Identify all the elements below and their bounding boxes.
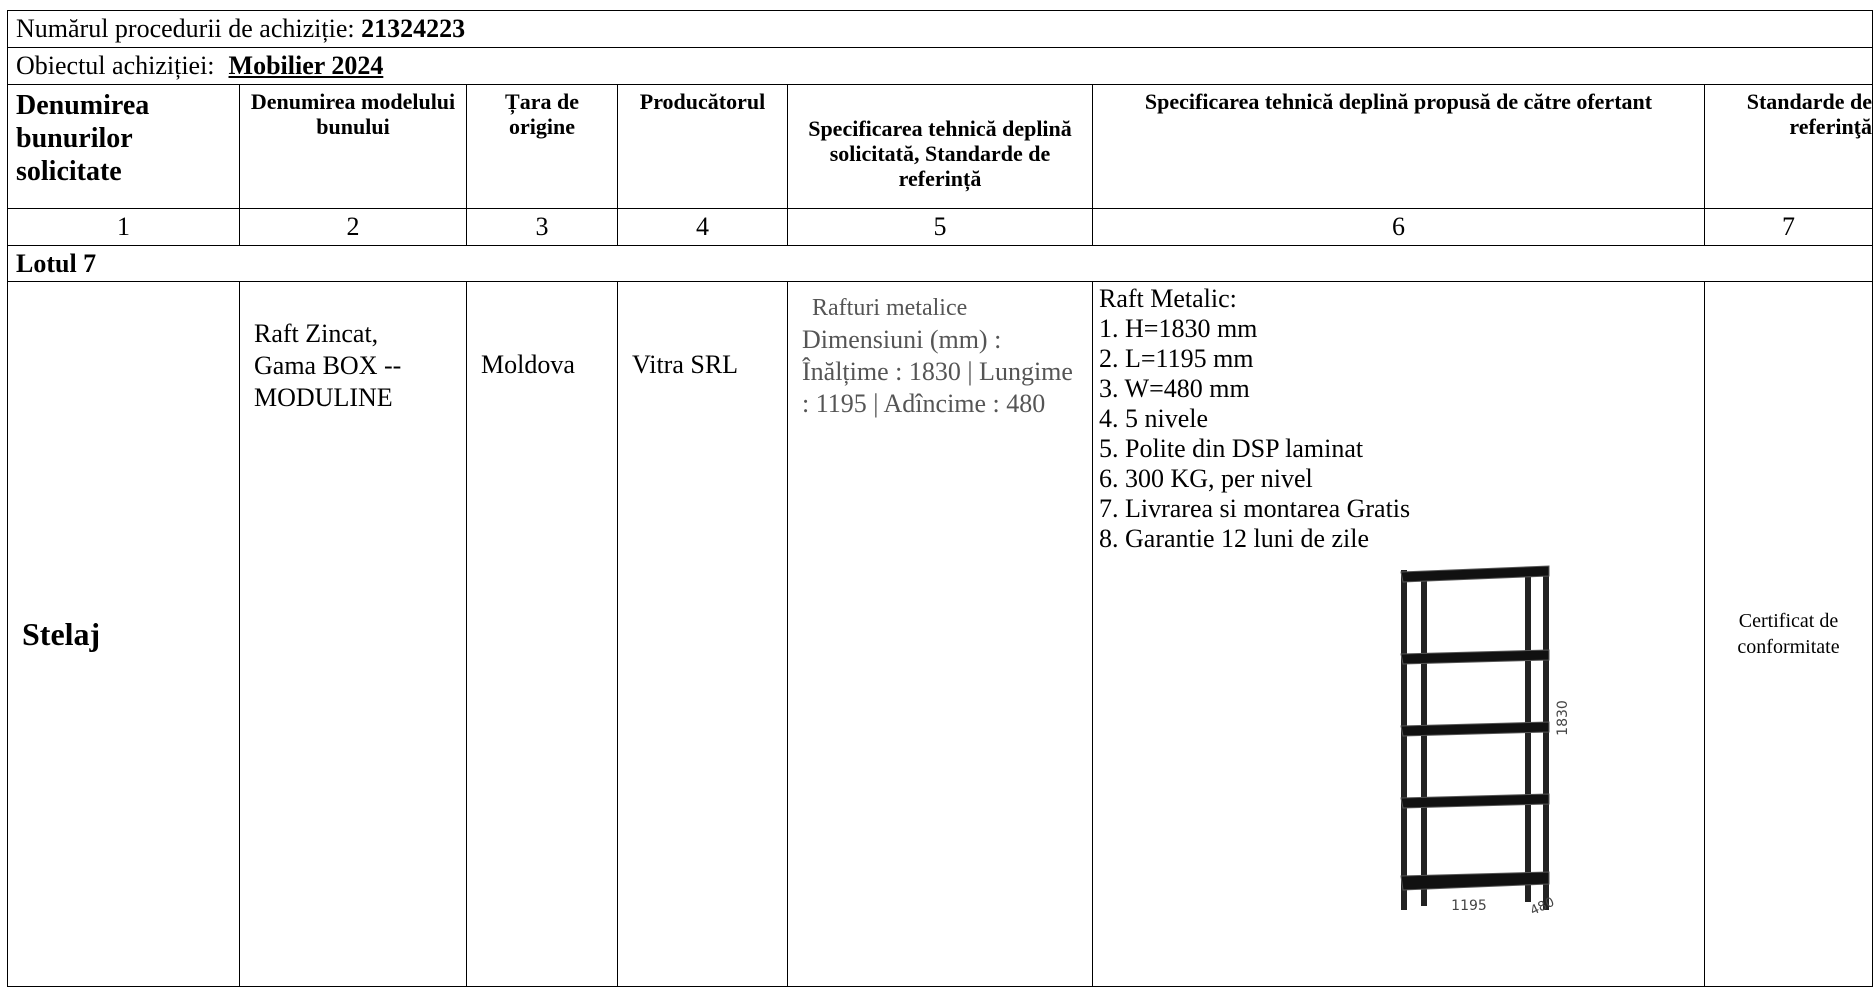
column-number: 6 xyxy=(1092,208,1705,246)
column-number: 7 xyxy=(1703,208,1874,246)
offered-spec-item: 2. L=1195 mm xyxy=(1099,344,1254,373)
procurement-table: Numărul procedurii de achiziție: 2132422… xyxy=(6,10,1874,987)
standards-cell: Certificat de conformitate xyxy=(1703,281,1874,987)
column-header: Țara de origine xyxy=(466,84,618,209)
lot-row: Lotul 7 xyxy=(6,245,1874,282)
offered-spec-item: 8. Garantie 12 luni de zile xyxy=(1099,524,1370,553)
shelf-image: 1830 1195 480 xyxy=(1400,565,1571,918)
offered-spec-item: 7. Livrarea si montarea Gratis xyxy=(1099,494,1411,523)
lot-cell: Lotul 7 xyxy=(6,245,1874,282)
offered-spec-title: Raft Metalic: xyxy=(1099,284,1237,313)
depth-label: 480 xyxy=(1528,895,1557,918)
column-number: 5 xyxy=(787,208,1093,246)
procedure-number: 21324223 xyxy=(361,14,466,43)
column-number: 2 xyxy=(239,208,467,246)
column-number: 4 xyxy=(617,208,788,246)
requested-spec-line: Dimensiuni (mm) : Înălțime : 1830 | Lung… xyxy=(802,325,1073,418)
procedure-label: Numărul procedurii de achiziție: xyxy=(16,14,355,43)
column-header: Standarde de referinţă xyxy=(1703,84,1874,209)
object-cell: Obiectul achiziției: Mobilier 2024 xyxy=(6,47,1874,85)
column-header: Denumirea modelului bunului xyxy=(239,84,467,209)
page: Procedura de achiziție {"header": {"proc… xyxy=(6,10,1874,987)
offered-spec-list: 1. H=1830 mm 2. L=1195 mm 3. W=480 mm 4. 5 … xyxy=(1099,314,1698,554)
column-number: 3 xyxy=(466,208,618,246)
number-row: 1 2 3 4 5 6 7 xyxy=(7,208,1874,246)
requested-spec-cell: Rafturi metalice Dimensiuni (mm) : Înălț… xyxy=(787,281,1093,987)
object-value: Mobilier 2024 xyxy=(228,51,384,80)
offered-spec-item: 4. 5 nivele xyxy=(1099,404,1209,433)
column-header: Specificarea tehnică deplină propusă de … xyxy=(1092,84,1705,209)
offered-spec-item: 5. Polite din DSP laminat xyxy=(1099,434,1364,463)
offered-spec-cell: Raft Metalic: 1. H=1830 mm 2. L=1195 mm 3.… xyxy=(1092,281,1705,987)
goods-cell: Stelaj xyxy=(7,281,240,987)
object-row: Obiectul achiziției: Mobilier 2024 xyxy=(6,47,1874,85)
column-header: Producătorul xyxy=(617,84,788,209)
height-label: 1830 xyxy=(1555,700,1571,736)
data-row: Stelaj Raft Zincat, Gama BOX -- MODULINE… xyxy=(7,281,1874,987)
model-cell: Raft Zincat, Gama BOX -- MODULINE xyxy=(239,281,467,987)
object-label: Obiectul achiziției: xyxy=(16,51,215,80)
procedure-row: Numărul procedurii de achiziție: 2132422… xyxy=(6,10,1874,48)
length-label: 1195 xyxy=(1451,898,1487,914)
producer-cell: Vitra SRL xyxy=(617,281,788,987)
shelves xyxy=(1400,565,1550,891)
offered-spec-item: 3. W=480 mm xyxy=(1099,374,1250,403)
shelf-frame xyxy=(1401,566,1549,910)
offered-spec-item: 1. H=1830 mm xyxy=(1099,314,1258,343)
requested-spec-line: Rafturi metalice xyxy=(812,295,968,321)
column-header: Denumirea bunurilor solicitate xyxy=(7,84,240,209)
body: Numărul procedurii de achiziție: 2132422… xyxy=(6,10,1874,987)
offered-spec-item: 6. 300 KG, per nivel xyxy=(1099,464,1313,493)
origin-cell: Moldova xyxy=(466,281,618,987)
column-number: 1 xyxy=(7,208,240,246)
column-header: Specificarea tehnică deplină solicitată,… xyxy=(787,84,1093,209)
header-row: Denumirea bunurilor solicitate Denumirea… xyxy=(7,84,1874,209)
procedure-cell: Numărul procedurii de achiziție: 2132422… xyxy=(6,10,1874,48)
